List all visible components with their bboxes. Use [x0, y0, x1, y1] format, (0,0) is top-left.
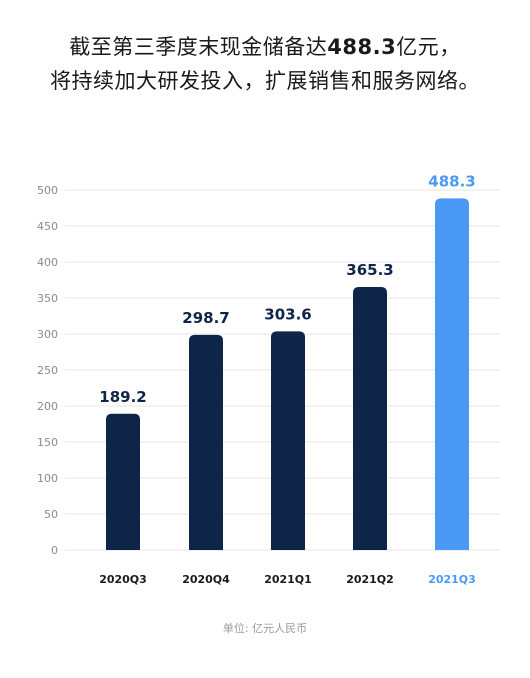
x-tick-label: 2021Q1 [264, 573, 312, 586]
y-tick-label: 200 [37, 400, 58, 413]
y-tick-label: 500 [37, 184, 58, 197]
bar [435, 198, 469, 550]
y-tick-label: 400 [37, 256, 58, 269]
bar-value-label: 189.2 [99, 388, 146, 406]
y-tick-label: 0 [51, 544, 58, 557]
headline-prefix: 截至第三季度末现金储备达 [69, 35, 328, 59]
y-tick-label: 50 [44, 508, 58, 521]
y-tick-label: 150 [37, 436, 58, 449]
y-tick-label: 250 [37, 364, 58, 377]
y-tick-label: 300 [37, 328, 58, 341]
bar [189, 334, 223, 550]
headline-line-1: 截至第三季度末现金储备达488.3亿元， [0, 30, 530, 64]
y-tick-label: 450 [37, 220, 58, 233]
x-tick-label: 2020Q3 [99, 573, 147, 586]
bar [106, 413, 140, 550]
bar [271, 331, 305, 550]
x-tick-label: 2020Q4 [182, 573, 230, 586]
unit-note: 单位: 亿元人民币 [222, 622, 308, 635]
headline-line-2: 将持续加大研发投入，扩展销售和服务网络。 [50, 69, 480, 93]
bar [353, 286, 387, 550]
headline: 截至第三季度末现金储备达488.3亿元， 将持续加大研发投入，扩展销售和服务网络… [0, 30, 530, 98]
headline-suffix: 亿元， [396, 35, 461, 59]
bar-value-label: 298.7 [182, 309, 229, 327]
x-tick-label: 2021Q2 [346, 573, 394, 586]
x-tick-label: 2021Q3 [428, 573, 476, 586]
bar-value-label: 488.3 [428, 172, 475, 190]
y-tick-label: 100 [37, 472, 58, 485]
bar-value-label: 365.3 [346, 261, 393, 279]
headline-highlight-value: 488.3 [327, 35, 397, 59]
y-tick-label: 350 [37, 292, 58, 305]
bar-value-label: 303.6 [264, 305, 311, 323]
